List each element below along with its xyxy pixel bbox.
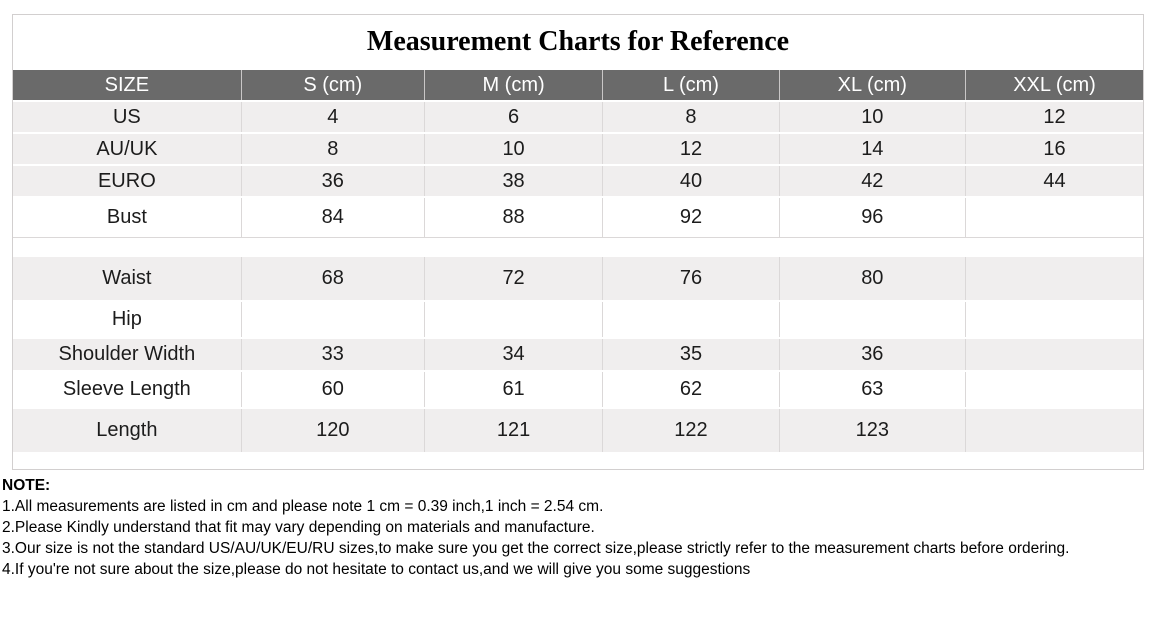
row-label: Waist <box>13 255 242 302</box>
cell-value: 4 <box>240 100 425 134</box>
cell-value: 92 <box>602 196 780 238</box>
table-row: Waist 68 72 76 80 <box>13 255 1143 302</box>
size-table: SIZE S (cm) M (cm) L (cm) XL (cm) XXL (c… <box>13 70 1143 469</box>
page-title: Measurement Charts for Reference <box>366 26 790 57</box>
cell-value <box>423 300 603 339</box>
column-header-size: SIZE <box>13 70 242 102</box>
cell-value: 44 <box>965 164 1143 198</box>
cell-value <box>778 300 966 339</box>
cell-value: 10 <box>423 132 603 166</box>
measurement-chart: Measurement Charts for Reference SIZE S … <box>12 14 1144 470</box>
cell-value: 62 <box>602 370 780 409</box>
note-item: 2.Please Kindly understand that fit may … <box>2 519 595 536</box>
cell-value: 35 <box>602 337 780 372</box>
table-row: Length 120 121 122 123 <box>13 407 1143 454</box>
cell-value: 122 <box>602 407 780 454</box>
cell-value: 88 <box>423 196 603 238</box>
size-table-body: US 4 6 8 10 12 AU/UK 8 10 12 14 16 EURO 36 38 40 42 44 Bus… <box>13 100 1143 469</box>
table-row: Bust 84 88 92 96 <box>13 196 1143 238</box>
table-row: Hip <box>13 300 1143 339</box>
cell-value <box>240 300 425 339</box>
column-header-xl: XL (cm) <box>778 70 966 102</box>
cell-value: 8 <box>602 100 780 134</box>
cell-value: 120 <box>240 407 425 454</box>
table-row: Sleeve Length 60 61 62 63 <box>13 370 1143 409</box>
bottom-pad-row <box>13 452 1143 469</box>
cell-value: 34 <box>423 337 603 372</box>
cell-value <box>965 407 1143 454</box>
row-label: Bust <box>13 196 242 238</box>
table-row: Shoulder Width 33 34 35 36 <box>13 337 1143 372</box>
note-heading: NOTE: <box>2 477 51 494</box>
cell-value: 61 <box>423 370 603 409</box>
cell-value <box>965 255 1143 302</box>
cell-value: 6 <box>423 100 603 134</box>
column-header-xxl: XXL (cm) <box>965 70 1143 102</box>
row-label: Hip <box>13 300 242 339</box>
cell-value: 63 <box>778 370 966 409</box>
cell-value: 60 <box>240 370 425 409</box>
cell-value: 84 <box>240 196 425 238</box>
table-row: AU/UK 8 10 12 14 16 <box>13 132 1143 166</box>
cell-value: 38 <box>423 164 603 198</box>
spacer-row <box>13 236 1143 257</box>
row-label: Length <box>13 407 242 454</box>
column-header-l: L (cm) <box>602 70 780 102</box>
note-items: 1.All measurements are listed in cm and … <box>2 496 1157 580</box>
table-row: EURO 36 38 40 42 44 <box>13 164 1143 198</box>
cell-value: 121 <box>423 407 603 454</box>
note-item: 3.Our size is not the standard US/AU/UK/… <box>2 540 1070 557</box>
column-header-m: M (cm) <box>423 70 603 102</box>
cell-value <box>965 370 1143 409</box>
cell-value: 14 <box>778 132 966 166</box>
cell-value: 80 <box>778 255 966 302</box>
cell-value: 42 <box>778 164 966 198</box>
row-label: Sleeve Length <box>13 370 242 409</box>
cell-value: 36 <box>240 164 425 198</box>
cell-value <box>965 196 1143 238</box>
header-row: SIZE S (cm) M (cm) L (cm) XL (cm) XXL (c… <box>13 70 1143 102</box>
size-table-header: SIZE S (cm) M (cm) L (cm) XL (cm) XXL (c… <box>13 70 1143 102</box>
cell-value: 12 <box>602 132 780 166</box>
cell-value <box>602 300 780 339</box>
cell-value: 72 <box>423 255 603 302</box>
bottom-pad-cell <box>13 452 1143 469</box>
column-header-s: S (cm) <box>240 70 425 102</box>
row-label: US <box>13 100 242 134</box>
cell-value <box>965 337 1143 372</box>
row-label: EURO <box>13 164 242 198</box>
cell-value <box>965 300 1143 339</box>
cell-value: 123 <box>778 407 966 454</box>
cell-value: 36 <box>778 337 966 372</box>
row-label: Shoulder Width <box>13 337 242 372</box>
note-section: NOTE: 1.All measurements are listed in c… <box>2 475 1157 580</box>
cell-value: 12 <box>965 100 1143 134</box>
cell-value: 10 <box>778 100 966 134</box>
spacer-cell <box>13 236 1143 257</box>
row-label: AU/UK <box>13 132 242 166</box>
cell-value: 68 <box>240 255 425 302</box>
note-item: 4.If you're not sure about the size,plea… <box>2 561 751 578</box>
table-row: US 4 6 8 10 12 <box>13 100 1143 134</box>
cell-value: 16 <box>965 132 1143 166</box>
cell-value: 33 <box>240 337 425 372</box>
cell-value: 76 <box>602 255 780 302</box>
note-item: 1.All measurements are listed in cm and … <box>2 498 604 515</box>
cell-value: 8 <box>240 132 425 166</box>
cell-value: 40 <box>602 164 780 198</box>
cell-value: 96 <box>778 196 966 238</box>
